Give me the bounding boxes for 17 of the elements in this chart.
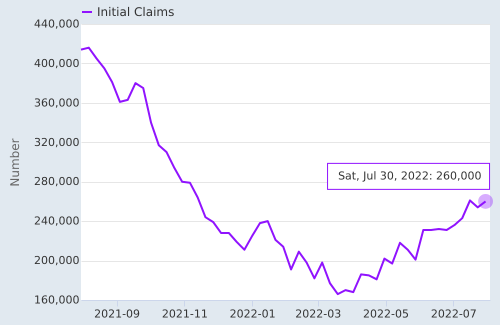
y-tick-label: 280,000 bbox=[34, 175, 80, 188]
y-tick-label: 200,000 bbox=[34, 254, 80, 268]
y-tick-label: 360,000 bbox=[34, 96, 80, 110]
x-tick-label: 2021-09 bbox=[94, 308, 140, 320]
y-tick-label: 240,000 bbox=[34, 214, 80, 228]
x-tick-label: 2021-11 bbox=[162, 308, 208, 320]
y-tick-label: 320,000 bbox=[34, 136, 80, 149]
legend-label: Initial Claims bbox=[97, 5, 174, 19]
y-axis-title: Number bbox=[8, 138, 22, 187]
annotation: Sat, Jul 30, 2022: 260,000 bbox=[338, 169, 482, 182]
y-tick-label: 160,000 bbox=[34, 294, 80, 306]
x-tick-label: 2022-01 bbox=[230, 308, 276, 320]
x-tick-label: 2022-03 bbox=[295, 308, 342, 320]
y-tick-label: 440,000 bbox=[34, 18, 80, 30]
x-tick-label: 2022-05 bbox=[363, 308, 410, 320]
y-tick-label: 400,000 bbox=[34, 56, 80, 70]
x-tick-label: 2022-07 bbox=[430, 308, 477, 320]
